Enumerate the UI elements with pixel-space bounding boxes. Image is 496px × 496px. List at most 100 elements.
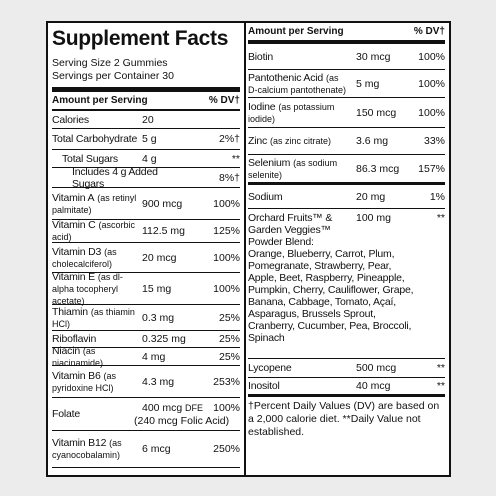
daily-value: ** (231, 152, 240, 165)
daily-value: ** (436, 362, 445, 374)
nutrient-name: Vitamin C (52, 219, 96, 231)
nutrient-name-cell: Vitamin B6 (as pyridoxine HCl) (52, 370, 138, 394)
nutrient-row: Vitamin C (ascorbic acid) 112.5 mg 125% (52, 219, 240, 243)
nutrient-name-cell: Zinc (as zinc citrate) (248, 135, 350, 147)
nutrient-name: Zinc (248, 135, 268, 147)
nutrient-name: Biotin (248, 50, 274, 63)
left-column: Supplement Facts Serving Size 2 Gummies … (52, 23, 240, 468)
amount: 20 mg (356, 190, 386, 203)
amount: 40 mcg (356, 380, 391, 392)
daily-value: 100% (418, 50, 445, 63)
nutrient-name-cell: Total Carbohydrate (52, 133, 138, 145)
nutrient-detail: (as dl-alpha tocopheryl acetate) (52, 271, 123, 306)
nutrient-name-cell: Folate (52, 408, 138, 420)
column-header: Amount per Serving % DV† (248, 23, 445, 44)
amount: 500 mcg (356, 362, 397, 374)
rows: Biotin 30 mcg 100% Pantothenic Acid (as D-c… (248, 44, 445, 397)
nutrient-row: Iodine (as potassium iodide) 150 mcg 100% (248, 98, 445, 128)
daily-value: 1% (429, 190, 445, 203)
nutrient-row: Orchard Fruits™ & Garden Veggies™ Powder… (248, 209, 445, 359)
rows: Calories 20 Total Carbohydrate 5 g 2%† Total … (52, 111, 240, 468)
nutrient-detail: (as D-calcium pantothenate) (248, 72, 347, 95)
serving-size: Serving Size 2 Gummies (52, 57, 168, 69)
nutrient-detail: (as sodium selenite) (248, 157, 338, 180)
nutrient-detail: (ascorbic acid) (52, 220, 135, 242)
daily-value: 100% (213, 282, 240, 295)
nutrient-name: Inositol (248, 380, 280, 392)
daily-value: 253% (213, 375, 240, 388)
nutrient-name: Lycopene (248, 362, 292, 374)
nutrient-detail: (as retinyl palmitate) (52, 192, 137, 215)
nutrient-name-cell: Vitamin B12 (as cyanocobalamin) (52, 437, 138, 461)
nutrient-row: Niacin (as niacinamide) 4 mg 25% (52, 344, 240, 368)
nutrient-name-cell: Vitamin C (ascorbic acid) (52, 219, 138, 243)
nutrient-row: Thiamin (as thiamin HCl) 0.3 mg 25% (52, 305, 240, 331)
nutrient-name: Orchard Fruits™ & Garden Veggies™ Powder… (248, 212, 333, 248)
amount-unit: DFE (185, 403, 203, 413)
amount: 4 g (142, 152, 157, 165)
nutrient-name: Total Carbohydrate (52, 133, 138, 145)
column-divider (244, 23, 246, 475)
nutrient-row: Zinc (as zinc citrate) 3.6 mg 33% (248, 128, 445, 155)
amount: 150 mcg (356, 106, 397, 119)
nutrient-name-cell: Vitamin A (as retinyl palmitate) (52, 192, 138, 216)
amount: 20 (142, 113, 154, 126)
nutrient-name-cell: Lycopene (248, 362, 350, 374)
nutrient-detail: (as niacinamide) (52, 345, 104, 368)
daily-value: 157% (418, 162, 445, 175)
amount-header: Amount per Serving (248, 26, 344, 37)
nutrient-name: Vitamin A (52, 191, 95, 204)
nutrient-name: Vitamin B6 (52, 369, 101, 382)
supplement-label: Supplement Facts Serving Size 2 Gummies … (46, 21, 451, 477)
amount: 112.5 mg (142, 225, 185, 237)
nutrient-name-cell: Iodine (as potassium iodide) (248, 101, 350, 125)
nutrient-name: Niacin (52, 344, 80, 357)
nutrient-name: Includes 4 g Added Sugars (72, 165, 158, 190)
nutrient-row: Includes 4 g Added Sugars 8%† (52, 165, 240, 190)
amount: 4.3 mg (142, 375, 175, 388)
nutrient-detail: (as cyanocobalamin) (52, 438, 122, 460)
amount: 3.6 mg (356, 135, 389, 147)
amount-header: Amount per Serving (52, 95, 148, 106)
nutrient-name-cell: Orchard Fruits™ & Garden Veggies™ Powder… (248, 209, 438, 344)
nutrient-detail: (as pyridoxine HCl) (52, 370, 117, 393)
nutrient-name-cell: Thiamin (as thiamin HCl) (52, 306, 138, 330)
dv-header: % DV† (208, 95, 240, 106)
nutrient-name-cell: Pantothenic Acid (as D-calcium pantothen… (248, 72, 350, 96)
daily-value: ** (436, 212, 445, 224)
amount: 5 g (142, 133, 157, 145)
amount: 900 mcg (142, 197, 183, 210)
nutrient-name: Vitamin E (52, 270, 95, 283)
daily-value: 2%† (218, 133, 240, 145)
nutrient-row: Lycopene 500 mcg ** (248, 359, 445, 378)
daily-value: 8%† (218, 171, 240, 184)
daily-value: ** (436, 380, 445, 392)
servings-per-container: Servings per Container 30 (52, 70, 174, 82)
nutrient-row: Total Sugars 4 g ** (52, 150, 240, 168)
nutrient-row: Vitamin E (as dl-alpha tocopheryl acetat… (52, 271, 240, 307)
daily-value: 33% (423, 135, 445, 147)
title: Supplement Facts (52, 27, 229, 50)
amount-detail: (240 mcg Folic Acid) (134, 415, 230, 427)
amount: 5 mg (356, 77, 380, 90)
nutrient-name-cell: Vitamin D3 (as cholecalciferol) (52, 246, 138, 270)
nutrient-row: Selenium (as sodium selenite) 86.3 mcg 157… (248, 155, 445, 185)
nutrient-name-cell: Vitamin E (as dl-alpha tocopheryl acetat… (52, 271, 138, 307)
nutrient-name: Iodine (248, 100, 276, 113)
nutrient-name: Vitamin B12 (52, 437, 107, 449)
dv-header: % DV† (413, 26, 445, 37)
amount: 15 mg (142, 282, 172, 295)
nutrient-name: Riboflavin (52, 333, 97, 345)
daily-value: 25% (218, 311, 240, 324)
nutrient-name: Thiamin (52, 305, 88, 318)
thick-bar (52, 87, 240, 92)
amount: 86.3 mcg (356, 162, 400, 175)
blend-ingredients: Orange, Blueberry, Carrot, Plum, Pomegra… (248, 248, 414, 344)
amount: 30 mcg (356, 50, 391, 63)
nutrient-row: Vitamin D3 (as cholecalciferol) 20 mcg 100… (52, 243, 240, 273)
daily-value: 100% (213, 197, 240, 210)
nutrient-name: Selenium (248, 156, 291, 169)
nutrient-row: Total Carbohydrate 5 g 2%† (52, 129, 240, 150)
amount: 0.3 mg (142, 311, 175, 324)
